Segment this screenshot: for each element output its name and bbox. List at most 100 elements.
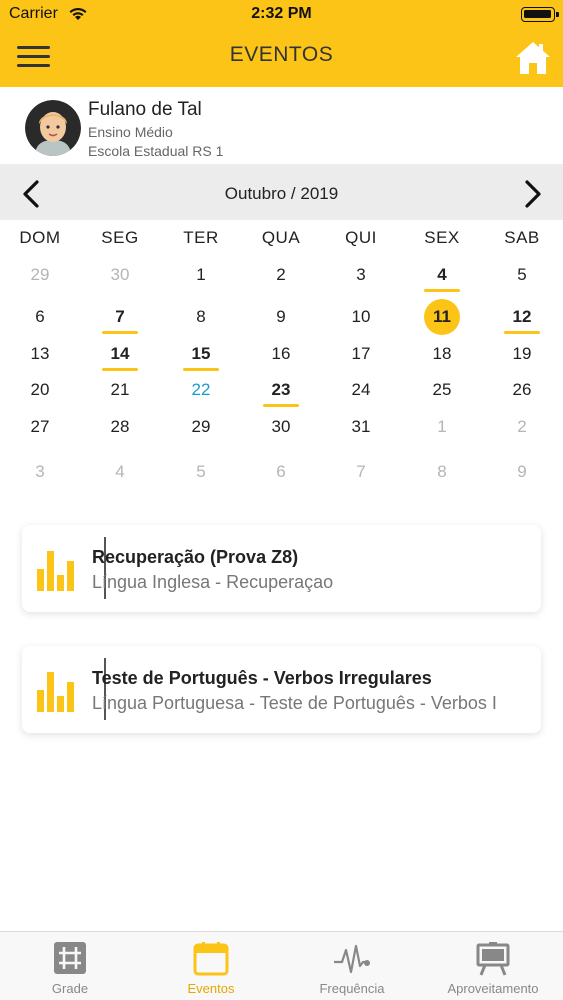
hamburger-icon: [17, 46, 50, 49]
day-number: 14: [110, 344, 130, 363]
calendar-day[interactable]: 12: [492, 300, 552, 334]
calendar-day[interactable]: 4: [90, 455, 150, 489]
calendar-day[interactable]: 25: [412, 373, 472, 407]
day-number: 15: [191, 344, 211, 363]
tab-label: Grade: [51, 981, 89, 996]
weekday-label: QUA: [261, 228, 301, 247]
previous-month-button[interactable]: [20, 179, 44, 209]
calendar-day[interactable]: 9: [492, 455, 552, 489]
day-number: 31: [351, 417, 371, 436]
day-number: 7: [356, 462, 366, 481]
calendar-day[interactable]: 3: [10, 455, 70, 489]
tab-aproveitamento[interactable]: Aproveitamento: [423, 932, 563, 1000]
day-number: 3: [356, 265, 366, 284]
calendar-day[interactable]: 8: [412, 455, 472, 489]
weekday-label: QUI: [345, 228, 377, 247]
calendar-day[interactable]: 19: [492, 337, 552, 371]
status-bar: Carrier 2:32 PM: [0, 0, 563, 30]
calendar-day[interactable]: 20: [10, 373, 70, 407]
calendar-day[interactable]: 30: [251, 410, 311, 444]
calendar-day[interactable]: 17: [331, 337, 391, 371]
day-number: 22: [191, 380, 211, 399]
calendar-day[interactable]: 29: [10, 258, 70, 292]
calendar-day[interactable]: 1: [412, 410, 472, 444]
calendar-day[interactable]: 11: [412, 299, 472, 335]
day-number: 7: [115, 307, 125, 326]
day-number: 12: [512, 307, 532, 326]
day-number: 30: [271, 417, 291, 436]
day-number: 19: [512, 344, 532, 363]
home-button[interactable]: [514, 40, 552, 76]
calendar-day[interactable]: 2: [251, 258, 311, 292]
calendar-day[interactable]: 24: [331, 373, 391, 407]
calendar-day[interactable]: 13: [10, 337, 70, 371]
calendar-day[interactable]: 7: [90, 300, 150, 334]
event-title: Recuperação (Prova Z8): [92, 547, 299, 567]
event-card[interactable]: Teste de Português - Verbos Irregulares …: [22, 646, 541, 733]
student-level: Ensino Médio: [88, 124, 173, 140]
day-number: 4: [115, 462, 125, 481]
month-navigation: Outubro / 2019: [0, 164, 563, 220]
student-name: Fulano de Tal: [88, 99, 202, 120]
calendar-day[interactable]: 22: [171, 373, 231, 407]
calendar-day[interactable]: 26: [492, 373, 552, 407]
card-divider: [104, 658, 106, 720]
day-number: 5: [517, 265, 527, 284]
calendar-day[interactable]: 6: [10, 300, 70, 334]
calendar-day[interactable]: 7: [331, 455, 391, 489]
tab-frequencia[interactable]: Frequência: [282, 932, 422, 1000]
event-marker: [424, 289, 460, 292]
menu-button[interactable]: [17, 45, 51, 69]
selected-day-marker: [424, 299, 460, 335]
day-number: 4: [437, 265, 447, 284]
day-number: 8: [437, 462, 447, 481]
home-icon: [516, 42, 550, 74]
event-card[interactable]: Recuperação (Prova Z8) Língua Inglesa - …: [22, 525, 541, 612]
event-marker: [102, 331, 138, 334]
bar-chart-icon: [37, 551, 74, 591]
tab-eventos[interactable]: Eventos: [141, 932, 281, 1000]
calendar-day[interactable]: 31: [331, 410, 391, 444]
day-number: 6: [276, 462, 286, 481]
calendar-day[interactable]: 18: [412, 337, 472, 371]
calendar-day[interactable]: 6: [251, 455, 311, 489]
calendar-day[interactable]: 21: [90, 373, 150, 407]
calendar-day[interactable]: 1: [171, 258, 231, 292]
calendar-day[interactable]: 9: [251, 300, 311, 334]
next-month-button[interactable]: [520, 179, 544, 209]
bar-chart-icon: [37, 672, 74, 712]
calendar-day[interactable]: 3: [331, 258, 391, 292]
calendar-day[interactable]: 16: [251, 337, 311, 371]
student-school: Escola Estadual RS 1: [88, 143, 224, 159]
calendar-day[interactable]: 14: [90, 337, 150, 371]
card-divider: [104, 537, 106, 599]
day-number: 23: [271, 380, 291, 399]
calendar-day[interactable]: 10: [331, 300, 391, 334]
calendar-day[interactable]: 5: [171, 455, 231, 489]
carrier-label: Carrier: [9, 5, 58, 22]
calendar-day[interactable]: 30: [90, 258, 150, 292]
day-number: 20: [30, 380, 50, 399]
wifi-icon: [68, 6, 88, 26]
tab-label: Aproveitamento: [447, 981, 539, 996]
tab-label: Eventos: [187, 981, 235, 996]
calendar-day[interactable]: 23: [251, 373, 311, 407]
calendar-day[interactable]: 2: [492, 410, 552, 444]
day-number: 1: [196, 265, 206, 284]
tab-grade[interactable]: Grade: [0, 932, 140, 1000]
calendar-day[interactable]: 15: [171, 337, 231, 371]
calendar-day[interactable]: 27: [10, 410, 70, 444]
weekday-header: DOM SEG TER QUA QUI SEX SAB: [0, 228, 563, 250]
day-number: 26: [512, 380, 532, 399]
calendar-day[interactable]: 4: [412, 258, 472, 292]
calendar-day[interactable]: 5: [492, 258, 552, 292]
page-title: EVENTOS: [229, 43, 334, 66]
board-icon: [476, 942, 510, 976]
calendar-day[interactable]: 29: [171, 410, 231, 444]
day-number: 2: [276, 265, 286, 284]
month-title: Outubro / 2019: [224, 184, 339, 203]
day-number: 10: [351, 307, 371, 326]
calendar-day[interactable]: 8: [171, 300, 231, 334]
header: Carrier 2:32 PM EVENTOS: [0, 0, 563, 87]
calendar-day[interactable]: 28: [90, 410, 150, 444]
